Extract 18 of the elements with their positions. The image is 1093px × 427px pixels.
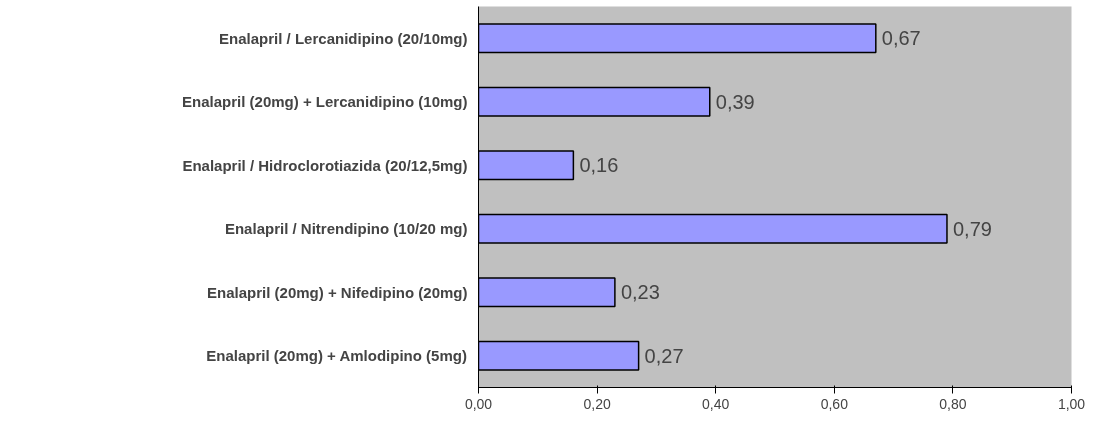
data-label: 0,39 <box>715 90 755 113</box>
x-tick-label: 0,60 <box>820 395 849 412</box>
x-tick-label: 0,20 <box>583 395 611 412</box>
data-label: 0,16 <box>579 154 619 177</box>
y-tick-label: Enalapril (20mg) + Amlodipino (5mg) <box>206 347 467 365</box>
y-tick-label: Enalapril / Hidroclorotiazida (20/12,5mg) <box>182 156 468 174</box>
y-tick-label: Enalapril (20mg) + Lercanidipino (10mg) <box>182 93 468 111</box>
x-tick-label: 0,80 <box>939 395 967 412</box>
data-label: 0,79 <box>952 217 992 240</box>
x-tick-label: 0,40 <box>702 395 730 412</box>
data-label: 0,27 <box>644 344 684 367</box>
x-tick-label: 0,00 <box>464 395 493 412</box>
data-label: 0,67 <box>881 27 921 50</box>
y-tick-label: Enalapril / Nitrendipino (10/20 mg) <box>224 220 468 238</box>
y-tick-label: Enalapril (20mg) + Nifedipino (20mg) <box>207 283 468 301</box>
y-tick-label: Enalapril / Lercanidipino (20/10mg) <box>219 29 468 47</box>
data-label: 0,23 <box>620 281 660 304</box>
x-tick-label: 1,00 <box>1057 395 1086 412</box>
